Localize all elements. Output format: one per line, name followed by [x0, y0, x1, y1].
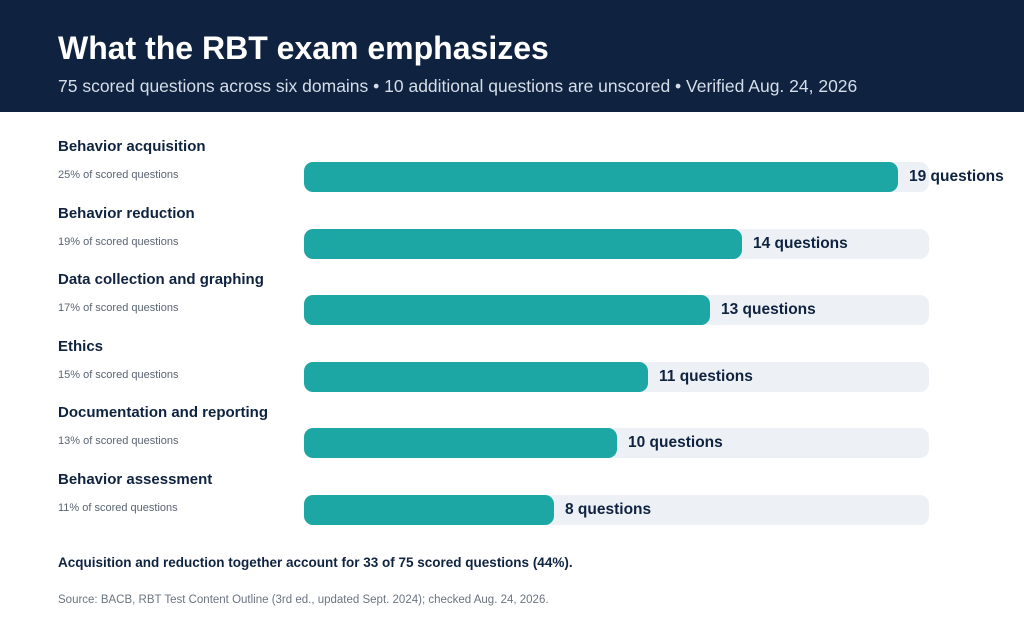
category-label: Behavior acquisition	[58, 138, 206, 155]
page-subtitle: 75 scored questions across six domains •…	[58, 76, 858, 96]
percent-label: 17% of scored questions	[58, 302, 179, 315]
data-label: 13 questions	[721, 301, 816, 319]
data-label: 19 questions	[909, 168, 1004, 185]
summary-note: Acquisition and reduction together accou…	[58, 555, 573, 570]
percent-label: 19% of scored questions	[58, 235, 179, 248]
bar	[304, 361, 648, 392]
chart-row: Behavior assessment 11% of scored questio…	[0, 471, 1024, 537]
percent-label: 25% of scored questions	[58, 169, 179, 181]
source-note: Source: BACB, RBT Test Content Outline (…	[58, 594, 549, 606]
data-label: 14 questions	[753, 234, 848, 252]
bar-track: 14 questions	[304, 228, 929, 259]
category-label: Documentation and reporting	[58, 404, 268, 422]
chart-row: Data collection and graphing 17% of score…	[0, 271, 1024, 337]
category-label: Behavior reduction	[58, 204, 195, 222]
bar	[304, 428, 617, 459]
page-title: What the RBT exam emphasizes	[58, 30, 549, 66]
data-label: 10 questions	[628, 434, 723, 452]
bar	[304, 495, 554, 525]
percent-label: 13% of scored questions	[58, 435, 179, 448]
chart-row: Ethics 15% of scored questions 11 question…	[0, 338, 1024, 404]
data-label: 8 questions	[565, 501, 652, 518]
chart-row: Behavior acquisition 25% of scored questi…	[0, 138, 1024, 204]
bar	[304, 228, 742, 259]
bar-track: 10 questions	[304, 428, 929, 459]
bar-track: 11 questions	[304, 361, 929, 392]
category-label: Ethics	[58, 337, 104, 355]
header-banner: What the RBT exam emphasizes 75 scored q…	[0, 0, 1024, 112]
percent-label: 11% of scored questions	[58, 502, 178, 514]
chart-row: Documentation and reporting 13% of scored…	[0, 404, 1024, 470]
category-label: Behavior assessment	[58, 471, 213, 488]
bar	[304, 162, 898, 192]
data-label: 11 questions	[659, 367, 753, 385]
bar	[304, 295, 710, 326]
bar-track: 8 questions	[304, 495, 929, 525]
bar-track: 19 questions	[304, 162, 1004, 192]
chart-row: Behavior reduction 19% of scored question…	[0, 205, 1024, 271]
bar-track: 13 questions	[304, 295, 929, 326]
percent-label: 15% of scored questions	[58, 368, 179, 381]
category-label: Data collection and graphing	[58, 271, 264, 289]
